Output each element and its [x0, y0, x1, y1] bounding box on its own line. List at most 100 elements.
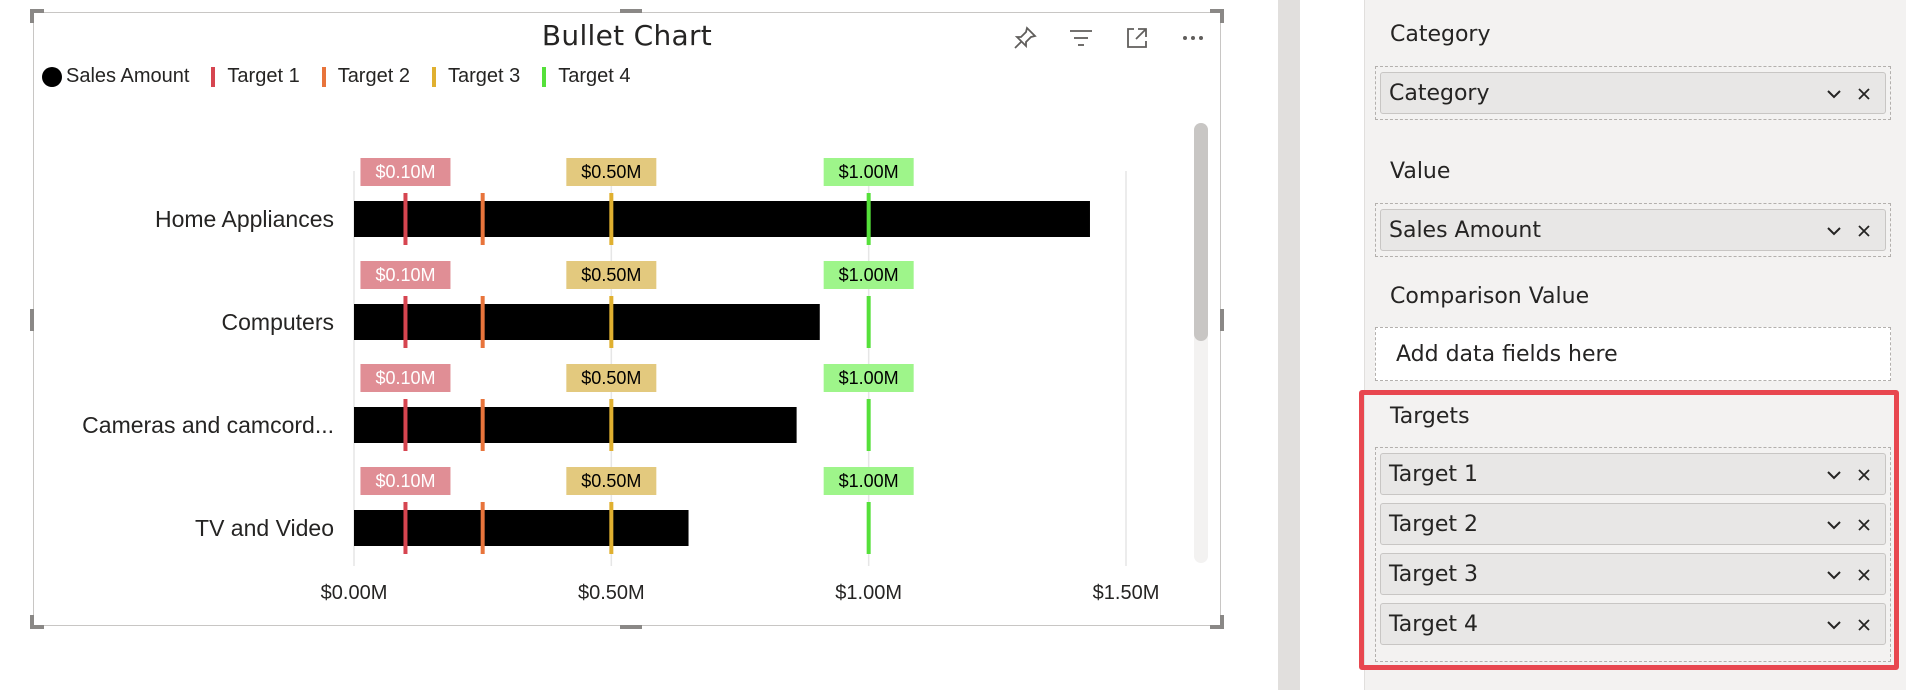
well-label-value: Value — [1390, 159, 1451, 184]
sales-amount-bar — [354, 304, 820, 340]
close-icon[interactable] — [1855, 516, 1873, 534]
chevron-down-icon[interactable] — [1825, 566, 1843, 584]
field-pill-label: Target 4 — [1389, 612, 1479, 637]
chart-legend: Sales Amount Target 1 Target 2 Target 3 … — [42, 65, 652, 88]
bullet-chart-plot: $0.00M $0.50M $1.00M $1.50M $0.10M $0.50M $1.0… — [82, 158, 1160, 604]
resize-handle-top[interactable] — [620, 9, 642, 13]
target-label-text: $0.50M — [581, 471, 641, 491]
pin-icon[interactable] — [1010, 23, 1040, 53]
close-icon[interactable] — [1855, 222, 1873, 240]
field-pill-sales-amount[interactable]: Sales Amount — [1380, 209, 1886, 251]
target-label-chip — [566, 467, 657, 495]
category-label: Home Appliances — [155, 206, 334, 232]
well-value[interactable]: Sales Amount — [1375, 203, 1891, 257]
chevron-down-icon[interactable] — [1825, 616, 1843, 634]
target-marker — [403, 502, 408, 554]
targets-highlight-box — [1359, 390, 1899, 670]
x-tick-label: $1.00M — [835, 582, 902, 604]
legend-label: Target 2 — [337, 65, 410, 87]
resize-handle-top-right[interactable] — [1210, 9, 1224, 13]
resize-handle-top-left-v[interactable] — [30, 9, 34, 23]
field-pill-label: Target 3 — [1389, 562, 1479, 587]
close-icon[interactable] — [1855, 566, 1873, 584]
well-label-category: Category — [1390, 22, 1491, 47]
target-label-text: $0.10M — [375, 162, 435, 182]
target-label-text: $1.00M — [839, 471, 899, 491]
well-comparison-value[interactable]: Add data fields here — [1375, 327, 1891, 381]
legend-tick-icon — [211, 66, 216, 87]
x-tick-label: $0.50M — [578, 582, 645, 604]
target-label-chip — [823, 467, 914, 495]
legend-label: Target 4 — [558, 65, 631, 87]
field-pill-target-4[interactable]: Target 4 — [1380, 603, 1886, 645]
legend-item-sales-amount[interactable]: Sales Amount — [42, 65, 189, 88]
close-icon[interactable] — [1855, 616, 1873, 634]
target-label-text: $1.00M — [839, 368, 899, 388]
target-label-text: $0.10M — [375, 471, 435, 491]
resize-handle-top-left[interactable] — [30, 9, 44, 13]
well-category[interactable]: Category — [1375, 66, 1891, 120]
legend-item-target-2[interactable]: Target 2 — [321, 65, 410, 88]
field-pill-label: Target 2 — [1389, 512, 1479, 537]
chevron-down-icon[interactable] — [1825, 466, 1843, 484]
target-label-text: $1.00M — [839, 162, 899, 182]
field-pill-label: Sales Amount — [1389, 218, 1542, 243]
close-icon[interactable] — [1855, 466, 1873, 484]
legend-label: Target 3 — [447, 65, 521, 87]
resize-handle-bottom-left-v[interactable] — [30, 615, 34, 629]
vertical-scrollbar[interactable] — [1194, 123, 1208, 563]
target-label-text: $1.00M — [839, 265, 899, 285]
field-pill-target-1[interactable]: Target 1 — [1380, 453, 1886, 495]
resize-handle-bottom[interactable] — [620, 625, 642, 629]
category-label: TV and Video — [195, 515, 334, 541]
target-marker — [609, 296, 614, 348]
legend-tick-icon — [321, 66, 326, 87]
field-pill-label: Category — [1389, 81, 1490, 106]
well-label-comparison-value: Comparison Value — [1390, 284, 1590, 309]
resize-handle-left[interactable] — [30, 309, 34, 331]
field-pill-target-2[interactable]: Target 2 — [1380, 503, 1886, 545]
legend-dot-icon — [42, 66, 62, 87]
close-icon[interactable] — [1855, 85, 1873, 103]
target-label-chip — [566, 158, 657, 186]
sales-amount-bar — [354, 201, 1090, 237]
target-marker — [480, 193, 485, 245]
target-label-chip — [360, 261, 451, 289]
target-label-chip — [823, 261, 914, 289]
resize-handle-top-right-v[interactable] — [1220, 9, 1224, 23]
target-marker — [866, 193, 871, 245]
field-pill-target-3[interactable]: Target 3 — [1380, 553, 1886, 595]
field-pill-category[interactable]: Category — [1380, 72, 1886, 114]
x-tick-label: $1.50M — [1093, 582, 1160, 604]
well-targets[interactable]: Target 1 Target 2 Target 3 Target 4 — [1375, 447, 1891, 662]
focus-mode-icon[interactable] — [1122, 23, 1152, 53]
resize-handle-bottom-right-v[interactable] — [1220, 615, 1224, 629]
scrollbar-thumb[interactable] — [1194, 123, 1208, 341]
resize-handle-right[interactable] — [1220, 309, 1224, 331]
sales-amount-bar — [354, 407, 797, 443]
target-label-chip — [360, 364, 451, 392]
add-data-fields-placeholder: Add data fields here — [1396, 342, 1618, 367]
legend-item-target-4[interactable]: Target 4 — [542, 65, 630, 88]
sales-amount-bar — [354, 510, 689, 546]
target-marker — [480, 399, 485, 451]
resize-handle-bottom-left[interactable] — [30, 625, 44, 629]
target-label-text: $0.50M — [581, 265, 641, 285]
resize-handle-bottom-right[interactable] — [1210, 625, 1224, 629]
chevron-down-icon[interactable] — [1825, 85, 1843, 103]
chart-title: Bullet Chart — [541, 19, 713, 52]
category-label: Computers — [222, 309, 334, 335]
target-marker — [403, 399, 408, 451]
chevron-down-icon[interactable] — [1825, 516, 1843, 534]
legend-item-target-1[interactable]: Target 1 — [211, 65, 300, 88]
bullet-chart-visual[interactable]: Bullet Chart Sales Amount Target 1 Targe… — [30, 9, 1224, 629]
pane-divider[interactable] — [1278, 0, 1300, 690]
target-label-chip — [823, 364, 914, 392]
filter-icon[interactable] — [1066, 23, 1096, 53]
more-options-icon[interactable] — [1178, 23, 1208, 53]
target-label-chip — [360, 467, 451, 495]
target-marker — [480, 502, 485, 554]
x-tick-label: $0.00M — [321, 582, 388, 604]
legend-item-target-3[interactable]: Target 3 — [431, 65, 521, 88]
chevron-down-icon[interactable] — [1825, 222, 1843, 240]
